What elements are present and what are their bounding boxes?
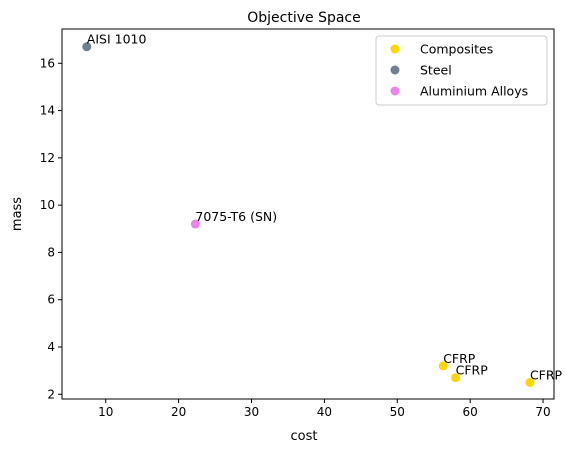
legend-label: Composites <box>420 42 493 57</box>
legend-marker <box>390 65 400 75</box>
point-label: 7075-T6 (SN) <box>195 209 277 224</box>
y-tick-label: 6 <box>47 293 55 307</box>
x-axis-ticks: 10 20 30 40 50 60 70 <box>98 399 551 419</box>
y-tick-label: 4 <box>47 340 55 354</box>
x-axis-label: cost <box>291 429 318 444</box>
legend-label: Steel <box>420 63 452 78</box>
x-tick-label: 10 <box>98 405 113 419</box>
x-tick-label: 60 <box>463 405 478 419</box>
y-axis-label: mass <box>10 197 25 231</box>
plot-area <box>61 28 555 400</box>
legend-label: Aluminium Alloys <box>420 84 528 99</box>
y-tick-label: 16 <box>40 56 55 70</box>
x-tick-label: 30 <box>244 405 259 419</box>
y-tick-label: 2 <box>47 387 55 401</box>
legend-box <box>375 35 548 106</box>
x-tick-label: 50 <box>390 405 405 419</box>
legend-marker <box>390 86 400 96</box>
x-tick-label: 70 <box>535 405 550 419</box>
point-label: CFRP <box>456 363 489 378</box>
x-tick-label: 20 <box>171 405 186 419</box>
legend-marker <box>390 44 400 54</box>
y-tick-label: 12 <box>40 151 55 165</box>
y-tick-label: 10 <box>40 198 55 212</box>
y-tick-label: 8 <box>47 245 55 259</box>
data-points <box>82 42 535 387</box>
data-point <box>82 42 92 52</box>
x-tick-label: 40 <box>317 405 332 419</box>
y-tick-label: 14 <box>40 104 55 118</box>
point-label: CFRP <box>443 351 476 366</box>
legend: Composites Steel Aluminium Alloys <box>375 35 548 106</box>
data-point <box>438 361 448 371</box>
chart-title: Objective Space <box>247 10 361 26</box>
point-label: AISI 1010 <box>87 32 147 47</box>
y-axis-ticks: 2 4 6 8 10 12 14 16 <box>40 56 62 401</box>
data-point <box>451 373 461 383</box>
data-point <box>190 219 200 229</box>
point-label: CFRP <box>530 367 563 382</box>
data-point <box>525 377 535 387</box>
